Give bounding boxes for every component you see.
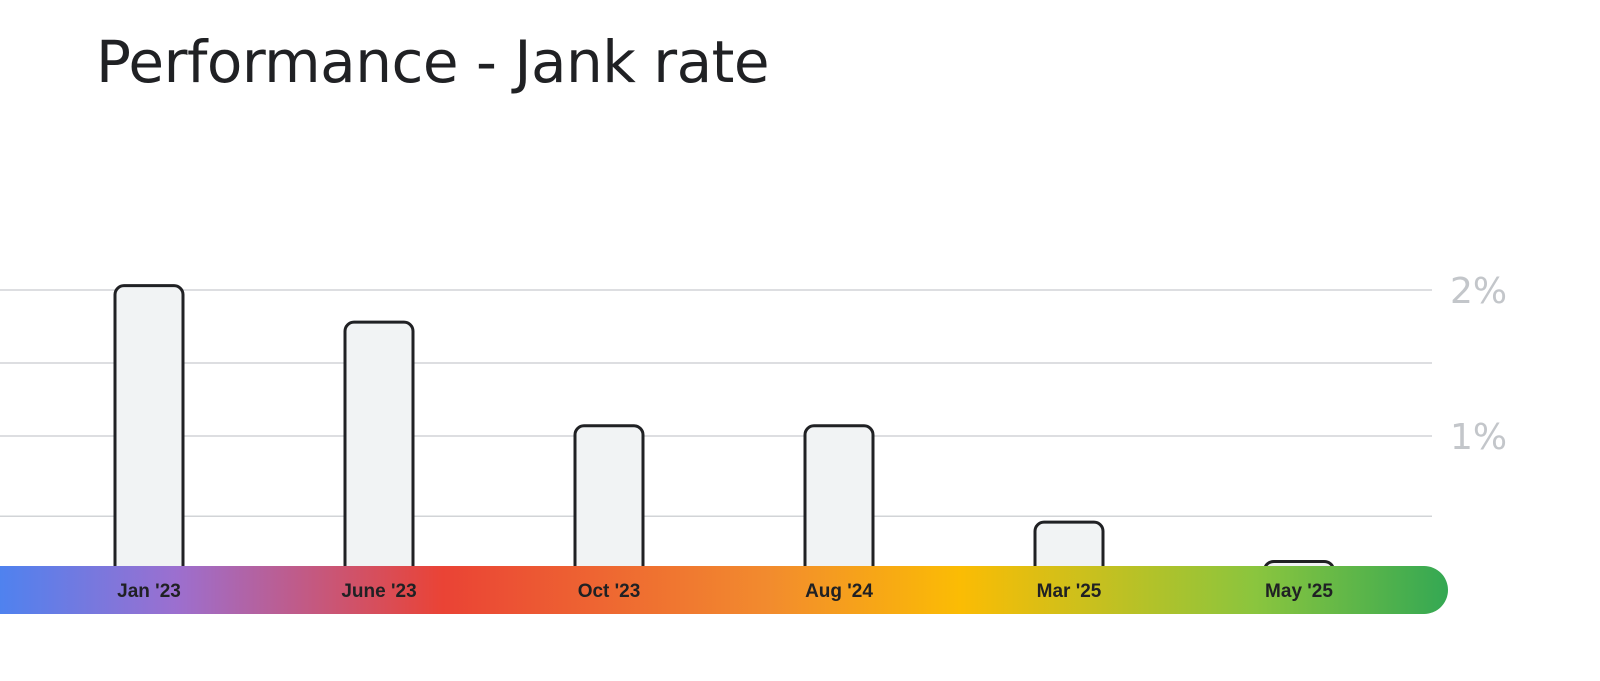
x-axis-band [0,566,1448,614]
y-tick-label: 1% [1450,417,1507,458]
bar [573,424,645,578]
x-tick-label: Oct '23 [578,581,641,602]
gridlines [0,289,1432,518]
x-tick-label: Mar '25 [1037,581,1102,602]
y-axis-ticks: 2% 1% [1450,271,1507,458]
bar [803,424,875,578]
bar [343,320,415,578]
y-tick-label: 2% [1450,271,1507,312]
bars [113,284,1335,578]
x-tick-label: May '25 [1265,581,1333,602]
x-axis-ticks: Jan '23 June '23 Oct '23 Aug '24 Mar '25 May … [117,581,1333,602]
x-tick-label: Aug '24 [805,581,873,602]
x-tick-label: June '23 [341,581,416,602]
chart-title: Performance - Jank rate [96,28,770,96]
x-tick-label: Jan '23 [117,581,181,602]
bar [113,284,185,578]
